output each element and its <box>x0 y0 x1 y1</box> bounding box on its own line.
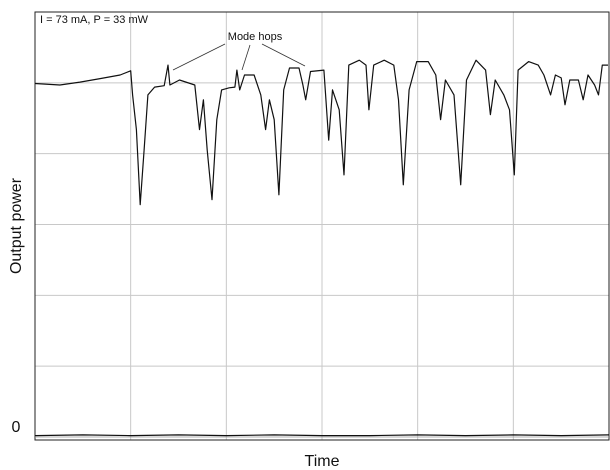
plot-frame <box>34 11 610 441</box>
x-axis-label: Time <box>305 453 340 470</box>
y-axis-label: Output power <box>8 177 25 274</box>
trace-line <box>34 434 610 437</box>
annotation: I = 73 mA, P = 33 mW <box>40 14 149 26</box>
callout: Mode hops <box>228 31 283 43</box>
callout-leaders <box>172 43 306 71</box>
trace-line <box>34 59 608 206</box>
y-tick-label: 0 <box>12 419 21 436</box>
